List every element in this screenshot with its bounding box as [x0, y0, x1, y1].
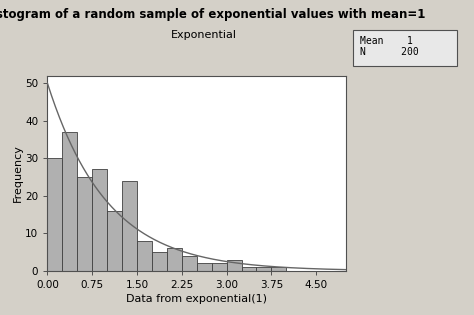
Bar	[92, 169, 107, 271]
Bar	[256, 267, 271, 271]
Bar	[227, 260, 242, 271]
Bar	[122, 181, 137, 271]
Text: Histogram of a random sample of exponential values with mean=1: Histogram of a random sample of exponent…	[0, 8, 426, 21]
Bar	[137, 241, 152, 271]
Bar	[197, 263, 211, 271]
X-axis label: Data from exponential(1): Data from exponential(1)	[126, 294, 267, 304]
Bar	[182, 256, 197, 271]
Bar	[241, 267, 256, 271]
Bar	[107, 211, 122, 271]
Text: Exponential: Exponential	[171, 30, 237, 40]
Bar	[63, 132, 77, 271]
Y-axis label: Frequency: Frequency	[12, 144, 22, 202]
Text: Mean    1
N      200: Mean 1 N 200	[360, 36, 419, 57]
Bar	[167, 248, 182, 271]
Bar	[77, 177, 92, 271]
Bar	[271, 267, 286, 271]
Bar	[211, 263, 227, 271]
Bar	[152, 252, 167, 271]
Bar	[47, 158, 63, 271]
